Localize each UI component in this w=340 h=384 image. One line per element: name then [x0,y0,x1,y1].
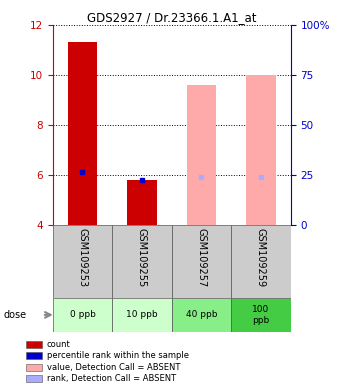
Text: GSM109259: GSM109259 [256,228,266,287]
Bar [53,298,112,332]
Text: value, Detection Call = ABSENT: value, Detection Call = ABSENT [47,362,180,372]
Text: count: count [47,339,71,349]
Bar [246,75,276,225]
Bar [68,43,97,225]
Text: GSM109253: GSM109253 [78,228,87,287]
Text: GSM109255: GSM109255 [137,228,147,288]
Bar [172,298,231,332]
Bar [127,180,157,225]
Bar [53,225,112,298]
Text: 0 ppb: 0 ppb [69,310,96,319]
Bar [187,85,216,225]
Text: rank, Detection Call = ABSENT: rank, Detection Call = ABSENT [47,374,176,383]
Bar [231,225,291,298]
Text: 100
ppb: 100 ppb [252,305,270,324]
Text: dose: dose [3,310,27,320]
Title: GDS2927 / Dr.23366.1.A1_at: GDS2927 / Dr.23366.1.A1_at [87,11,256,24]
Text: 40 ppb: 40 ppb [186,310,217,319]
Text: 10 ppb: 10 ppb [126,310,158,319]
Bar [112,225,172,298]
Text: percentile rank within the sample: percentile rank within the sample [47,351,189,360]
Bar [172,225,231,298]
Bar [112,298,172,332]
Text: GSM109257: GSM109257 [197,228,206,288]
Bar [231,298,291,332]
